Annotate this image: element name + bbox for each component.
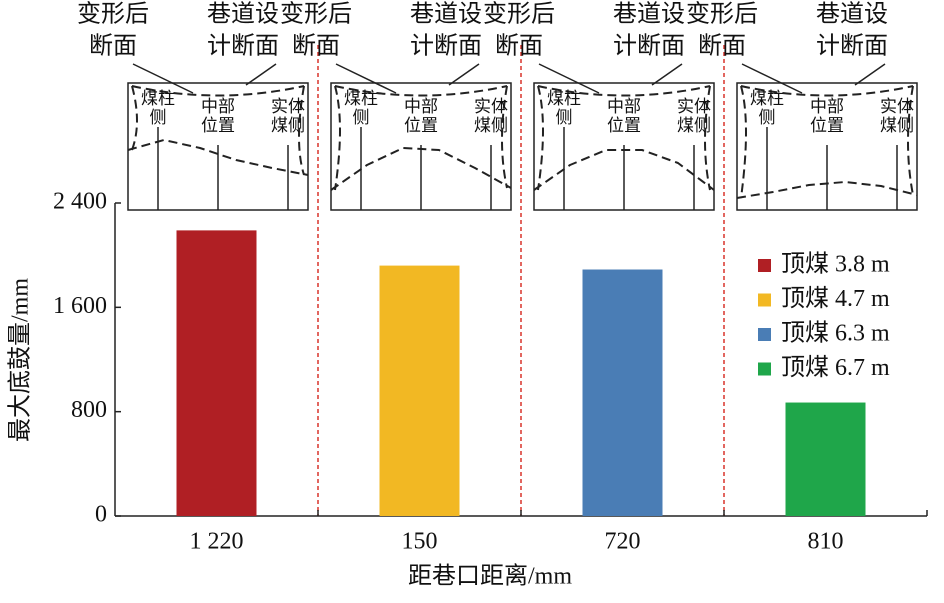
x-tick-label: 810 [808,529,844,555]
legend-label: 顶煤 6.3 m [781,320,890,347]
deformed-roof [537,85,711,97]
position-label: 中部 [607,97,641,116]
bar [176,230,257,516]
legend-label: 顶煤 4.7 m [781,285,890,312]
deformed-label: 变形后 [77,1,149,28]
legend-swatch [758,259,771,272]
legend-swatch [758,362,771,376]
position-label: 煤柱 [750,89,784,108]
leader [741,63,803,94]
position-label: 实体 [271,97,305,116]
legend-label: 顶煤 6.7 m [781,354,890,381]
position-label: 煤柱 [344,89,378,108]
x-tick-label: 150 [402,529,438,555]
bar [379,265,460,516]
deformed-walls [740,85,914,199]
y-axis-label: 最大底鼓量/mm [7,278,34,442]
position-label: 中部 [810,97,844,116]
bar [582,269,663,516]
position-label: 煤柱 [141,89,175,108]
bar [785,402,866,516]
design-label: 计断面 [207,33,279,60]
position-label: 侧 [759,108,776,127]
deformed-label: 断面 [698,33,746,60]
legend-label: 顶煤 3.8 m [781,251,890,278]
position-label: 实体 [677,97,711,116]
leader [448,63,480,86]
leader [538,63,600,94]
x-tick-label: 1 220 [190,529,244,555]
deformed-roof [740,85,914,97]
legend-swatch [758,293,771,307]
leader [854,63,886,86]
deformed-label: 断面 [495,33,543,60]
position-label: 煤柱 [547,89,581,108]
position-label: 位置 [810,116,844,135]
y-tick-label: 2 400 [53,189,107,215]
y-tick-label: 1 600 [53,293,107,319]
y-tick-label: 800 [71,397,107,423]
position-label: 位置 [607,116,641,135]
leader [245,63,277,86]
design-label: 巷道设 [207,1,279,28]
deformed-roof [131,85,305,97]
leader [651,63,683,86]
leader [335,63,397,94]
x-tick-label: 720 [605,529,641,555]
design-label: 巷道设 [410,1,482,28]
position-label: 煤侧 [271,116,305,135]
position-label: 实体 [880,97,914,116]
x-axis-label: 距巷口距离/mm [408,563,572,590]
deformed-label: 变形后 [686,1,758,28]
deformed-label: 断面 [89,33,137,60]
position-label: 侧 [353,108,370,127]
deformed-label: 变形后 [483,1,555,28]
deformed-walls [334,85,508,191]
design-label: 巷道设 [816,1,888,28]
position-label: 煤侧 [880,116,914,135]
position-label: 侧 [150,108,167,127]
deformed-walls [131,85,305,176]
deformed-walls [537,85,711,191]
position-label: 煤侧 [677,116,711,135]
deformed-label: 断面 [292,33,340,60]
design-label: 计断面 [816,33,888,60]
position-label: 位置 [201,116,235,135]
design-label: 巷道设 [613,1,685,28]
y-tick-label: 0 [95,502,107,528]
design-label: 计断面 [613,33,685,60]
position-label: 煤侧 [474,116,508,135]
position-label: 中部 [404,97,438,116]
deformed-roof [334,85,508,97]
leader [132,63,194,94]
position-label: 位置 [404,116,438,135]
deformed-label: 变形后 [280,1,352,28]
design-label: 计断面 [410,33,482,60]
legend-swatch [758,328,771,341]
position-label: 侧 [556,108,573,127]
position-label: 中部 [201,97,235,116]
position-label: 实体 [474,97,508,116]
